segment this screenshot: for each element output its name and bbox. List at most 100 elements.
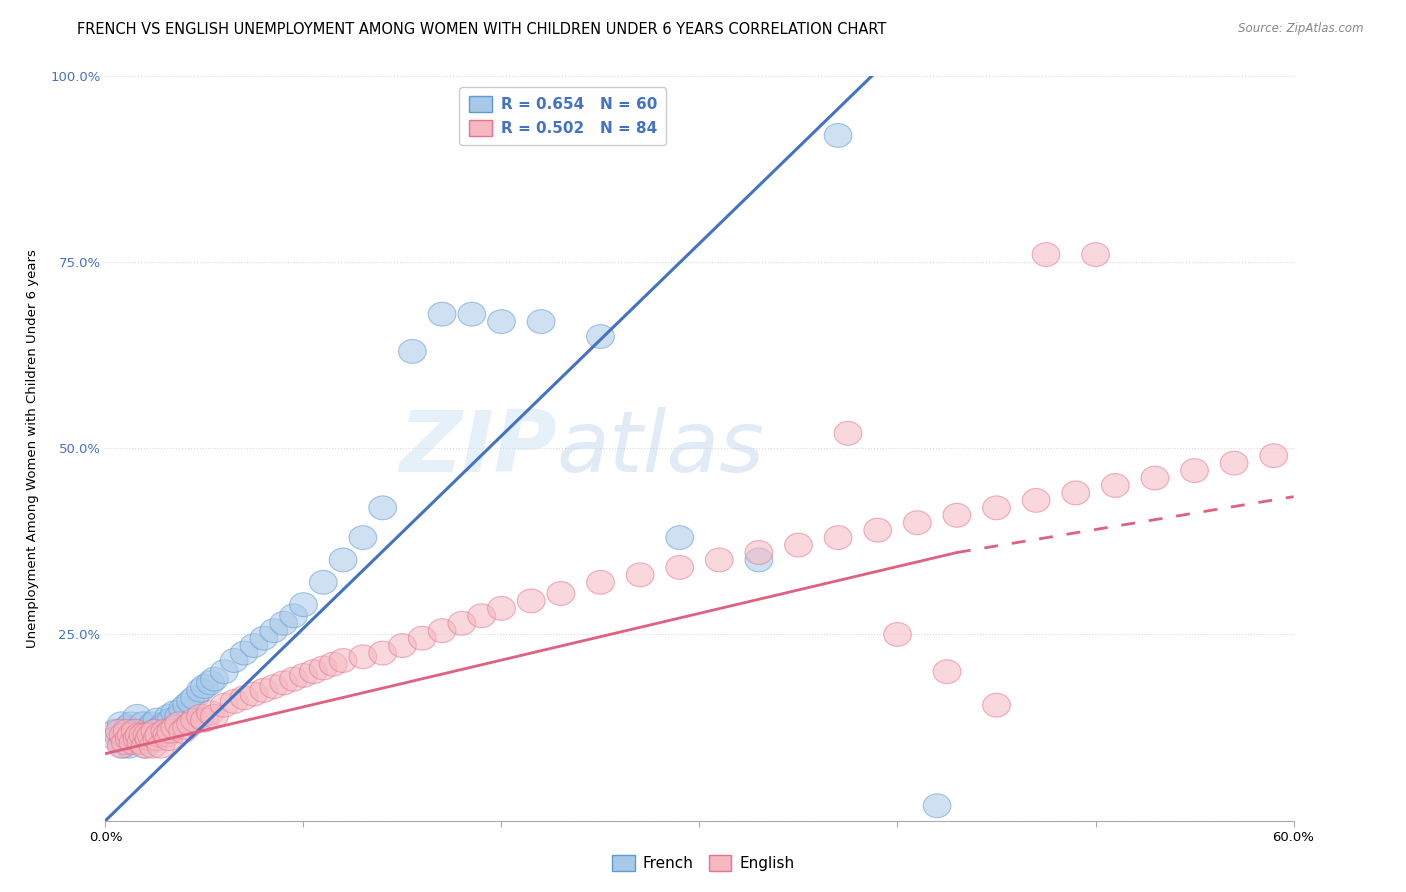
Ellipse shape [165,705,193,728]
Ellipse shape [121,727,149,751]
Ellipse shape [181,686,208,710]
Ellipse shape [329,548,357,572]
Ellipse shape [201,705,228,728]
Ellipse shape [488,597,516,620]
Ellipse shape [107,734,135,758]
Ellipse shape [138,723,165,747]
Ellipse shape [280,604,308,628]
Ellipse shape [114,719,141,743]
Ellipse shape [134,723,160,747]
Ellipse shape [181,708,208,732]
Ellipse shape [785,533,813,557]
Ellipse shape [201,667,228,691]
Text: FRENCH VS ENGLISH UNEMPLOYMENT AMONG WOMEN WITH CHILDREN UNDER 6 YEARS CORRELATI: FRENCH VS ENGLISH UNEMPLOYMENT AMONG WOM… [77,22,887,37]
Ellipse shape [110,723,138,747]
Ellipse shape [398,340,426,363]
Ellipse shape [240,633,267,657]
Ellipse shape [120,719,148,743]
Ellipse shape [240,682,267,706]
Ellipse shape [368,496,396,520]
Ellipse shape [1220,451,1249,475]
Ellipse shape [449,611,475,635]
Ellipse shape [160,715,188,739]
Ellipse shape [111,723,139,747]
Ellipse shape [488,310,516,334]
Ellipse shape [290,592,318,616]
Legend: French, English: French, English [606,849,800,877]
Ellipse shape [1081,243,1109,267]
Ellipse shape [309,656,337,680]
Ellipse shape [125,723,153,747]
Ellipse shape [153,723,181,747]
Ellipse shape [349,525,377,549]
Ellipse shape [527,310,555,334]
Ellipse shape [309,570,337,594]
Ellipse shape [115,727,143,751]
Ellipse shape [117,723,145,747]
Ellipse shape [169,697,197,721]
Ellipse shape [145,723,173,747]
Ellipse shape [824,123,852,147]
Ellipse shape [143,708,170,732]
Ellipse shape [745,541,773,565]
Ellipse shape [143,727,170,751]
Ellipse shape [745,548,773,572]
Ellipse shape [139,712,167,736]
Ellipse shape [153,719,181,743]
Ellipse shape [270,671,298,695]
Ellipse shape [150,712,179,736]
Legend: R = 0.654   N = 60, R = 0.502   N = 84: R = 0.654 N = 60, R = 0.502 N = 84 [460,87,666,145]
Ellipse shape [101,727,129,751]
Ellipse shape [134,723,160,747]
Ellipse shape [173,715,201,739]
Ellipse shape [141,719,169,743]
Ellipse shape [1062,481,1090,505]
Ellipse shape [139,734,167,758]
Ellipse shape [924,794,950,818]
Ellipse shape [666,525,693,549]
Ellipse shape [155,705,183,728]
Ellipse shape [904,511,931,534]
Ellipse shape [124,705,150,728]
Text: atlas: atlas [557,407,765,490]
Ellipse shape [177,712,204,736]
Ellipse shape [329,648,357,673]
Ellipse shape [129,712,157,736]
Ellipse shape [270,611,298,635]
Y-axis label: Unemployment Among Women with Children Under 6 years: Unemployment Among Women with Children U… [27,249,39,648]
Ellipse shape [368,641,396,665]
Ellipse shape [1142,467,1168,490]
Ellipse shape [115,734,143,758]
Ellipse shape [517,589,546,613]
Ellipse shape [211,693,238,717]
Ellipse shape [586,570,614,594]
Ellipse shape [666,556,693,579]
Ellipse shape [129,723,157,747]
Ellipse shape [458,302,485,326]
Ellipse shape [148,734,174,758]
Ellipse shape [1101,474,1129,498]
Ellipse shape [197,701,225,724]
Ellipse shape [1181,458,1208,483]
Ellipse shape [177,690,204,714]
Text: ZIP: ZIP [399,407,557,490]
Ellipse shape [468,604,495,628]
Ellipse shape [157,719,184,743]
Ellipse shape [138,715,165,739]
Ellipse shape [191,708,218,732]
Ellipse shape [191,674,218,698]
Ellipse shape [107,712,135,736]
Ellipse shape [260,619,288,642]
Ellipse shape [165,712,193,736]
Ellipse shape [101,719,129,743]
Ellipse shape [124,727,150,751]
Ellipse shape [187,705,214,728]
Ellipse shape [319,652,347,676]
Ellipse shape [290,664,318,688]
Ellipse shape [135,727,163,751]
Ellipse shape [117,712,145,736]
Ellipse shape [114,715,141,739]
Ellipse shape [131,734,159,758]
Ellipse shape [187,679,214,702]
Ellipse shape [834,421,862,445]
